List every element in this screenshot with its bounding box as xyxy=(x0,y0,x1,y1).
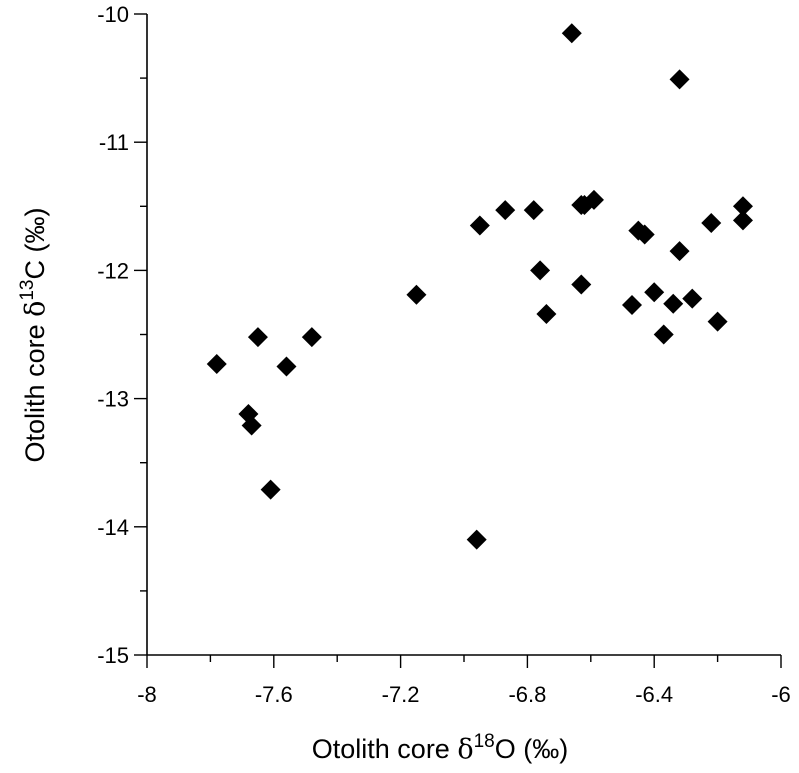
data-point xyxy=(644,282,665,303)
y-axis-title-unit: (‰) xyxy=(20,208,50,260)
x-axis-title-element: O xyxy=(495,734,516,764)
y-axis: -15 -14 -13 -12 -11 -10 xyxy=(97,2,148,668)
y-tick-label: -11 xyxy=(99,130,129,155)
x-tick-label: -7.6 xyxy=(255,682,293,707)
data-points xyxy=(206,23,753,550)
data-point xyxy=(301,327,322,348)
y-tick-label: -15 xyxy=(97,643,129,668)
x-tick-label: -6.4 xyxy=(635,682,673,707)
x-axis: -8 -7.6 -7.2 -6.8 -6.4 -6 xyxy=(137,654,791,707)
data-point xyxy=(701,212,722,233)
y-axis-title: Otolith core δ13C (‰) xyxy=(17,208,51,463)
x-axis-title: Otolith core δ18O (‰) xyxy=(312,731,568,765)
data-point xyxy=(571,274,592,295)
data-point xyxy=(466,529,487,550)
x-axis-title-superscript: 18 xyxy=(474,731,495,752)
data-point xyxy=(206,353,227,374)
data-point xyxy=(241,415,262,436)
data-point xyxy=(707,311,728,332)
x-axis-title-delta: δ xyxy=(457,734,473,765)
x-tick-label: -6 xyxy=(771,682,791,707)
data-point xyxy=(276,356,297,377)
y-tick-label: -13 xyxy=(97,387,129,412)
data-point xyxy=(653,324,674,345)
x-tick-label: -6.8 xyxy=(508,682,546,707)
data-point xyxy=(669,69,690,90)
y-axis-title-delta: δ xyxy=(20,301,51,317)
data-point xyxy=(622,295,643,316)
data-point xyxy=(732,196,753,217)
data-point xyxy=(634,224,655,245)
y-axis-title-element: C xyxy=(20,260,50,280)
y-tick-label: -14 xyxy=(97,515,129,540)
data-point xyxy=(530,260,551,281)
data-point xyxy=(583,189,604,210)
y-tick-label: -10 xyxy=(97,2,129,27)
data-point xyxy=(669,241,690,262)
x-axis-title-prefix: Otolith core xyxy=(312,734,458,764)
data-point xyxy=(523,200,544,221)
data-point xyxy=(732,210,753,231)
y-axis-title-superscript: 13 xyxy=(17,280,38,301)
data-point xyxy=(663,293,684,314)
y-axis-title-prefix: Otolith core xyxy=(20,317,50,463)
data-point xyxy=(682,288,703,309)
data-point xyxy=(536,303,557,324)
data-point xyxy=(406,284,427,305)
data-point xyxy=(469,215,490,236)
data-point xyxy=(561,23,582,44)
x-tick-label: -8 xyxy=(137,682,157,707)
x-tick-label: -7.2 xyxy=(382,682,420,707)
y-tick-label: -12 xyxy=(97,258,129,283)
data-point xyxy=(260,479,281,500)
data-point xyxy=(495,200,516,221)
x-axis-title-unit: (‰) xyxy=(516,734,568,764)
data-point xyxy=(247,327,268,348)
